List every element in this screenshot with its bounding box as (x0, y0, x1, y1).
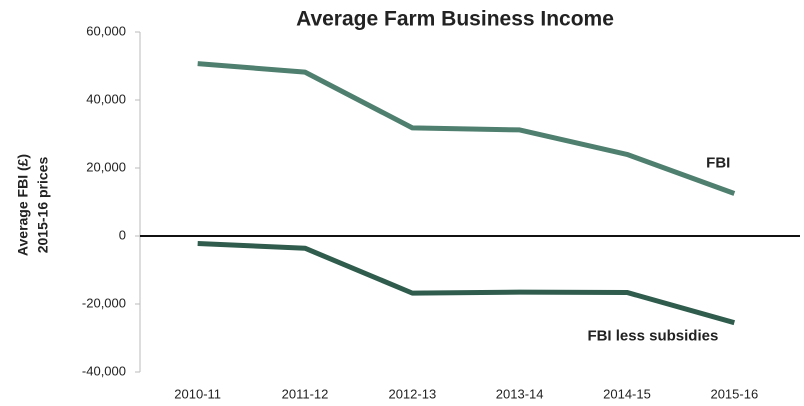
chart-title: Average Farm Business Income (296, 8, 614, 31)
x-tick-label: 2011-12 (282, 386, 329, 401)
x-tick-label: 2013-14 (496, 386, 544, 401)
y-tick-label: 40,000 (86, 91, 126, 106)
y-tick-label: -20,000 (82, 295, 126, 310)
y-tick-label: 20,000 (86, 159, 126, 174)
x-tick-label: 2012-13 (388, 386, 436, 401)
y-axis-label: 2015-16 prices (35, 157, 51, 254)
series-label: FBI less subsidies (587, 328, 718, 345)
series-label: FBI (706, 154, 730, 171)
y-tick-label: -40,000 (82, 363, 126, 378)
x-tick-label: 2010-11 (174, 386, 221, 401)
y-tick-label: 0 (119, 227, 126, 242)
y-axis-label: Average FBI (£) (15, 154, 31, 256)
x-tick-label: 2014-15 (603, 386, 651, 401)
y-tick-label: 60,000 (86, 23, 126, 38)
x-tick-label: 2015-16 (710, 386, 758, 401)
series-line (197, 61, 736, 196)
series-line (197, 240, 736, 326)
